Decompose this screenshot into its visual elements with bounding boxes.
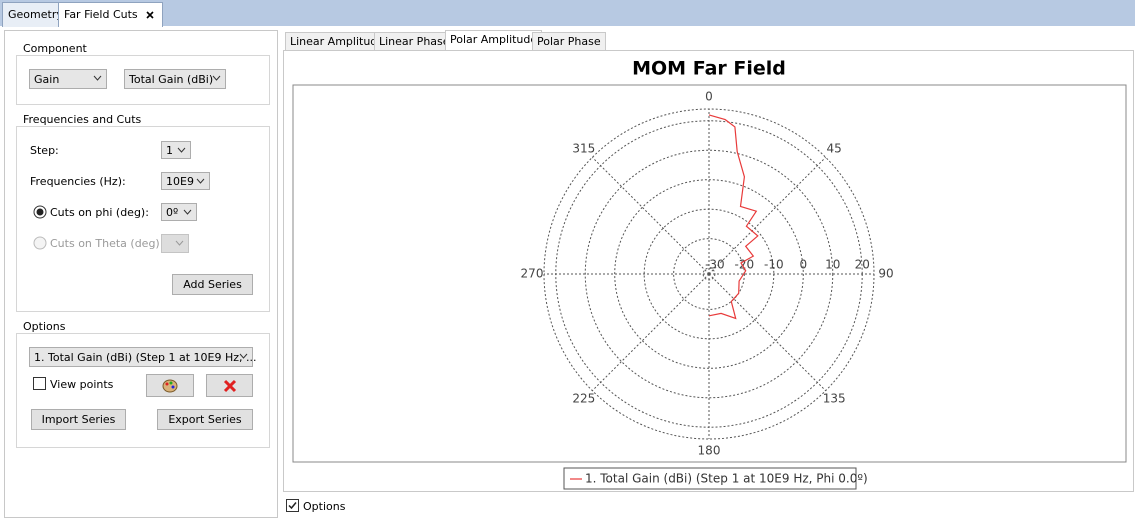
grid-ring [584,149,834,399]
button[interactable]: Add Series [172,274,253,295]
chevron [175,240,184,246]
chart-tab[interactable]: Polar Amplitude [445,30,543,51]
chevron [183,209,192,215]
label: Cuts on Theta (deg): [50,237,164,250]
group-box [16,55,270,105]
radial-tick-label: -30 [705,258,725,272]
spoke [708,156,827,275]
angle-tick-label: 90 [878,267,893,281]
radial-tick-label: 20 [855,258,870,272]
delete-icon [223,379,236,393]
button[interactable]: Export Series [157,409,253,430]
chart-tab[interactable]: Linear Amplitude [285,32,390,51]
dropdown-disabled [161,234,189,253]
label: Step: [30,144,59,157]
close-icon[interactable] [146,11,154,19]
group-box [16,126,270,312]
tab[interactable]: Far Field Cuts [58,2,163,27]
angle-tick-label: 135 [823,392,846,406]
tab-label: Far Field Cuts [64,8,138,21]
chevron [239,353,248,359]
legend-label: 1. Total Gain (dBi) (Step 1 at 10E9 Hz, … [585,472,868,486]
group-title: Frequencies and Cuts [20,113,145,126]
radial-tick-label: 10 [825,258,840,272]
color-button[interactable] [146,374,194,397]
palette-icon [162,379,178,393]
grid-ring [673,238,745,310]
checkbox-checked[interactable] [286,499,300,513]
dropdown-value: 10E9 [166,175,194,188]
label: Cuts on phi (deg): [50,206,149,219]
chevron [196,178,205,184]
radial-tick-label: -10 [764,258,784,272]
group-title: Component [20,42,90,55]
dropdown-value: 1. Total Gain (dBi) (Step 1 at 10E9 Hz, … [34,351,257,364]
dropdown-value: 0º [166,206,179,219]
dropdown[interactable]: 1. Total Gain (dBi) (Step 1 at 10E9 Hz, … [29,347,257,367]
dropdown[interactable]: Total Gain (dBi) [124,69,226,89]
label: Options [303,500,346,513]
dropdown-value: Gain [34,73,60,86]
dropdown[interactable]: 10E9 [161,172,210,190]
dropdown[interactable]: 0º [161,203,197,221]
dropdown[interactable]: 1 [161,141,191,159]
chart-tab[interactable]: Linear Phase [374,32,455,51]
left-panel [4,30,278,518]
chevron [212,75,221,81]
group-title: Options [20,320,69,333]
angle-tick-label: 225 [572,392,595,406]
spoke [591,273,710,392]
label: Frequencies (Hz): [30,175,126,188]
radial-tick-label: -20 [735,258,755,272]
chart-title: MOM Far Field [632,58,786,80]
radial-tick-label: 0 [799,258,807,272]
top-tab-bar [0,0,1135,26]
checkbox[interactable] [33,377,47,391]
chart: MOM Far Field 1. Total Gain (dBi) (Step … [283,50,1134,492]
button[interactable]: Import Series [31,409,126,430]
series-line [708,114,759,320]
tab[interactable]: Geometry [2,2,69,27]
spoke [708,273,827,392]
group-box [16,333,270,448]
angle-tick-label: 270 [521,267,544,281]
dropdown[interactable]: Gain [29,69,107,89]
chevron [177,147,186,153]
angle-tick-label: 45 [827,141,842,155]
angle-tick-label: 0 [705,90,713,104]
angle-tick-label: 180 [698,444,721,458]
angle-tick-label: 315 [572,141,595,155]
spoke [591,156,710,275]
delete-button[interactable] [206,374,253,397]
legend [563,467,857,490]
chevron [93,75,102,81]
label: View points [50,378,114,391]
radio-disabled [33,236,47,250]
dropdown-value: Total Gain (dBi) [129,73,214,86]
dropdown-value: 1 [166,144,173,157]
grid-ring [614,179,804,369]
chart-tab[interactable]: Polar Phase [532,32,606,51]
radio-selected[interactable] [33,205,47,219]
